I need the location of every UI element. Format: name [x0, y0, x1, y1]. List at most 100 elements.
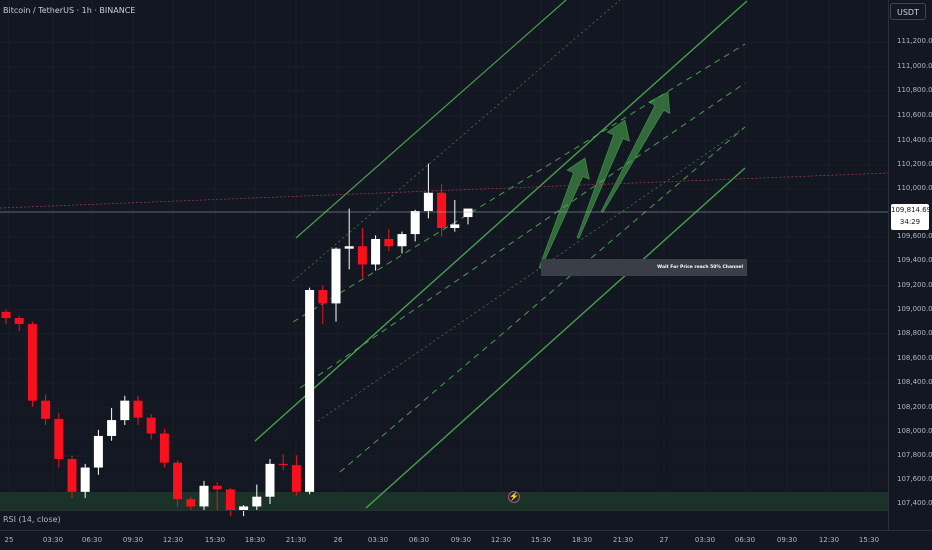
candle-body: [225, 489, 235, 511]
time-axis[interactable]: [0, 530, 932, 531]
candle-body: [291, 465, 301, 492]
candle-body: [27, 324, 37, 401]
time-axis-label: 03:30: [42, 536, 64, 544]
price-axis-label: 108,400.00: [897, 378, 932, 386]
candle-body: [120, 400, 130, 421]
projection-arrow: [576, 119, 630, 239]
time-axis-label: 09:30: [450, 536, 472, 544]
channel-line: [292, 0, 621, 282]
candle-body: [410, 210, 420, 235]
candle-body: [450, 224, 460, 229]
time-axis-label: 12:30: [162, 536, 184, 544]
time-axis-label: 15:30: [858, 536, 880, 544]
candle-body: [67, 459, 77, 492]
price-axis-label: 108,800.00: [897, 329, 932, 337]
price-axis-label: 108,000.00: [897, 427, 932, 435]
price-axis-label: 108,200.00: [897, 403, 932, 411]
price-axis-label: 109,600.00: [897, 232, 932, 240]
time-axis-label: 09:30: [776, 536, 798, 544]
price-axis-label: 107,800.00: [897, 451, 932, 459]
current-price-label: 109,814.69 34:29: [891, 204, 932, 230]
candle-body: [278, 463, 288, 466]
price-axis-label: 110,800.00: [897, 86, 932, 94]
candle-body: [14, 317, 24, 325]
channel-line: [295, 0, 567, 239]
candle-body: [344, 246, 354, 249]
pane-separator[interactable]: [0, 510, 888, 511]
price-axis-label: 110,200.00: [897, 160, 932, 168]
projection-arrow: [600, 91, 671, 213]
time-axis-label: 18:30: [571, 536, 593, 544]
price-axis-label: 110,000.00: [897, 184, 932, 192]
price-axis-label: 107,600.00: [897, 475, 932, 483]
channel-line: [339, 126, 746, 473]
time-axis-label: 27: [659, 536, 669, 544]
price-axis-label: 108,600.00: [897, 354, 932, 362]
price-axis-label: 110,600.00: [897, 111, 932, 119]
bar-countdown: 34:29: [899, 218, 921, 226]
candle-body: [252, 496, 262, 507]
channel-line: [317, 126, 746, 422]
volume-band: [0, 492, 888, 510]
price-axis[interactable]: [888, 0, 889, 530]
price-axis-label: 107,400.00: [897, 499, 932, 507]
price-axis-label: 109,000.00: [897, 305, 932, 313]
time-axis-label: 06:30: [81, 536, 103, 544]
time-axis-label: 09:30: [122, 536, 144, 544]
time-axis-label: 06:30: [408, 536, 430, 544]
projection-arrows: [538, 91, 671, 269]
time-axis-label: 03:30: [367, 536, 389, 544]
candle-body: [159, 433, 169, 463]
trend-line-red-dotted: [0, 172, 889, 209]
candle-body: [41, 400, 51, 419]
price-axis-label: 109,200.00: [897, 281, 932, 289]
price-axis-label: 109,400.00: [897, 256, 932, 264]
candle-body: [331, 248, 341, 304]
time-axis-label: 06:30: [734, 536, 756, 544]
candle-body: [239, 506, 249, 511]
candle-body: [212, 485, 222, 490]
candle-body: [371, 238, 381, 265]
candle-body: [186, 499, 196, 507]
channel-line: [254, 0, 748, 442]
candle-body: [265, 463, 275, 497]
candle-body: [305, 290, 315, 492]
time-axis-label: 18:30: [244, 536, 266, 544]
time-axis-label: 25: [4, 536, 14, 544]
time-axis-label: 15:30: [530, 536, 552, 544]
candle-body: [357, 246, 367, 265]
candle-body: [318, 290, 328, 304]
candles: [1, 163, 473, 517]
time-axis-label: 15:30: [204, 536, 226, 544]
annotation-box[interactable]: Wait For Price reach 50% Channel: [541, 259, 747, 276]
candle-body: [54, 418, 64, 460]
price-axis-label: 111,200.00: [897, 37, 932, 45]
candle-body: [384, 238, 394, 247]
time-axis-label: 21:30: [612, 536, 634, 544]
lightning-icon[interactable]: ⚡: [508, 491, 520, 503]
candle-body: [199, 485, 209, 507]
candle-body: [173, 462, 183, 500]
candle-body: [463, 208, 473, 218]
channel-line: [299, 82, 746, 389]
channel-lines: [254, 0, 748, 509]
channel-line: [365, 167, 746, 509]
candle-body: [397, 234, 407, 247]
candle-body: [1, 311, 11, 318]
time-axis-label: 12:30: [818, 536, 840, 544]
currency-button[interactable]: USDT: [890, 3, 926, 20]
time-axis-label: 12:30: [490, 536, 512, 544]
channel-line: [292, 43, 746, 323]
time-axis-label: 26: [333, 536, 343, 544]
rsi-indicator-label[interactable]: RSI (14, close): [3, 515, 61, 524]
candle-body: [107, 420, 117, 436]
candle-body: [437, 192, 447, 229]
price-axis-label: 111,000.00: [897, 62, 932, 70]
time-axis-label: 21:30: [285, 536, 307, 544]
candle-body: [146, 417, 156, 434]
time-axis-label: 03:30: [694, 536, 716, 544]
current-price-value: 109,814.69: [891, 206, 932, 214]
candle-body: [80, 467, 90, 492]
symbol-title[interactable]: Bitcoin / TetherUS · 1h · BINANCE: [3, 6, 136, 15]
